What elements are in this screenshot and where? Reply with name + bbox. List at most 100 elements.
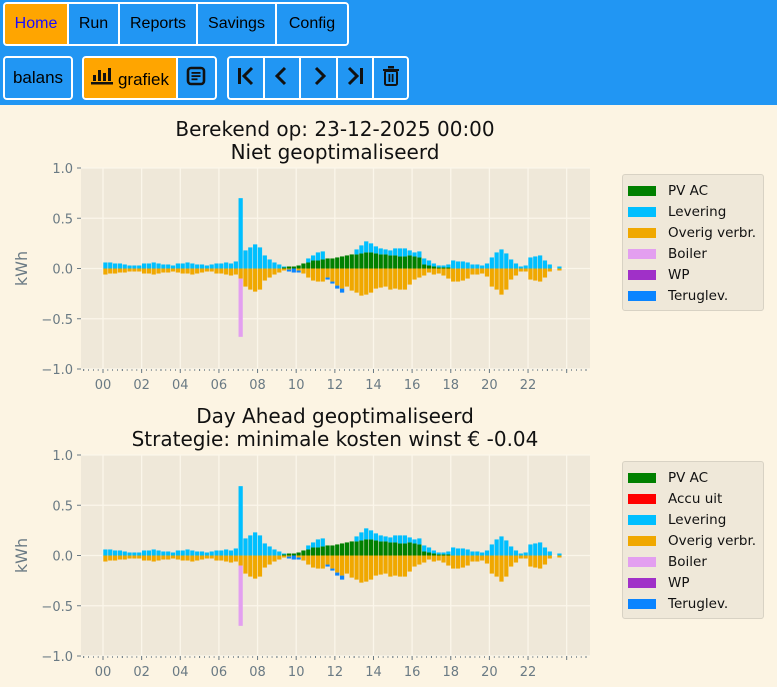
bar-segment	[108, 555, 113, 561]
bar-segment	[248, 555, 253, 577]
bar-segment	[141, 550, 147, 556]
bar-segment	[243, 250, 248, 269]
bar-segment	[228, 268, 234, 276]
x-tick-label: 16	[404, 378, 421, 390]
bar-segment	[426, 555, 432, 560]
bar-segment	[214, 550, 219, 556]
bar-segment	[132, 265, 137, 269]
bar-segment	[489, 544, 494, 556]
first-button[interactable]	[229, 58, 265, 98]
bar-segment	[339, 268, 345, 289]
x-tick-label: 06	[211, 665, 228, 680]
legend-label: WP	[668, 574, 690, 591]
bar-segment	[533, 555, 538, 568]
bar-segment	[141, 263, 147, 269]
bar-chart-icon	[90, 67, 113, 90]
bar-segment	[364, 555, 369, 582]
bar-segment	[533, 256, 538, 269]
bar-segment	[185, 555, 190, 561]
bar-segment	[407, 555, 412, 572]
last-icon	[344, 65, 366, 92]
last-button[interactable]	[338, 58, 374, 98]
bar-segment	[533, 268, 538, 281]
bar-segment	[513, 268, 519, 276]
bar-segment	[407, 542, 412, 556]
bar-segment	[339, 575, 345, 580]
bar-segment	[499, 268, 504, 295]
menu-reports[interactable]: Reports	[120, 4, 198, 44]
bar-segment	[393, 535, 398, 543]
bar-segment	[509, 555, 514, 567]
bar-segment	[354, 555, 359, 580]
x-tick-label: 22	[520, 665, 537, 680]
bar-segment	[151, 549, 156, 556]
bar-segment	[209, 551, 214, 556]
menu-savings[interactable]: Savings	[198, 4, 277, 44]
legend-swatch	[628, 269, 656, 280]
bar-segment	[277, 268, 282, 273]
bar-segment	[436, 267, 441, 269]
chart1-title-line2: Niet geoptimaliseerd	[230, 140, 440, 164]
bar-segment	[397, 256, 403, 269]
bar-segment	[224, 262, 229, 269]
bar-segment	[277, 551, 282, 556]
bar-segment	[272, 262, 277, 269]
bar-segment	[310, 268, 316, 281]
menu-home[interactable]: Home	[5, 4, 69, 44]
bar-segment	[180, 555, 185, 561]
bar-segment	[267, 546, 272, 556]
balans-group: balans	[3, 56, 73, 100]
bar-segment	[315, 539, 321, 548]
bar-segment	[349, 254, 354, 269]
menu-config[interactable]: Config	[277, 4, 347, 44]
bar-segment	[320, 538, 325, 547]
x-tick-label: 10	[288, 665, 305, 680]
bar-segment	[195, 264, 200, 269]
bar-segment	[315, 260, 321, 269]
bar-segment	[310, 555, 316, 568]
bar-segment	[364, 268, 369, 295]
bar-segment	[325, 277, 330, 280]
bar-segment	[310, 542, 316, 548]
bar-segment	[190, 555, 195, 562]
bar-segment	[460, 261, 465, 269]
bar-segment	[402, 543, 407, 556]
bar-segment	[224, 549, 229, 556]
grafiek-button[interactable]: grafiek	[84, 58, 178, 98]
menu-run[interactable]: Run	[69, 4, 120, 44]
bar-segment	[359, 268, 364, 296]
bar-segment	[383, 268, 388, 287]
grafiek-label: grafiek	[117, 70, 169, 89]
delete-button[interactable]	[374, 58, 407, 98]
delete-icon	[381, 65, 401, 92]
bar-segment	[422, 551, 427, 556]
bar-segment	[378, 555, 383, 575]
bar-segment	[137, 552, 142, 556]
navigation-group	[227, 56, 409, 100]
legend-label: Teruglev.	[668, 287, 729, 304]
y-tick-label: 0.5	[52, 499, 73, 514]
bar-segment	[132, 552, 137, 556]
bar-segment	[359, 555, 364, 583]
bar-segment	[190, 263, 195, 269]
bar-segment	[224, 555, 229, 562]
bar-segment	[296, 552, 301, 556]
bar-segment	[484, 555, 490, 564]
previous-icon	[271, 65, 293, 92]
y-tick-label: −1.0	[41, 363, 73, 378]
table-view-button[interactable]	[177, 58, 215, 98]
bar-segment	[388, 542, 393, 556]
balans-button[interactable]: balans	[5, 58, 71, 98]
bar-segment	[112, 555, 118, 561]
bar-segment	[542, 260, 548, 269]
bar-segment	[441, 267, 446, 269]
bar-segment	[238, 198, 243, 269]
x-tick-label: 00	[95, 378, 112, 390]
bar-segment	[359, 245, 364, 254]
bar-segment	[156, 550, 161, 556]
previous-button[interactable]	[265, 58, 301, 98]
next-button[interactable]	[301, 58, 338, 98]
bar-segment	[262, 268, 267, 281]
bar-segment	[412, 256, 417, 269]
bar-segment	[166, 264, 171, 269]
